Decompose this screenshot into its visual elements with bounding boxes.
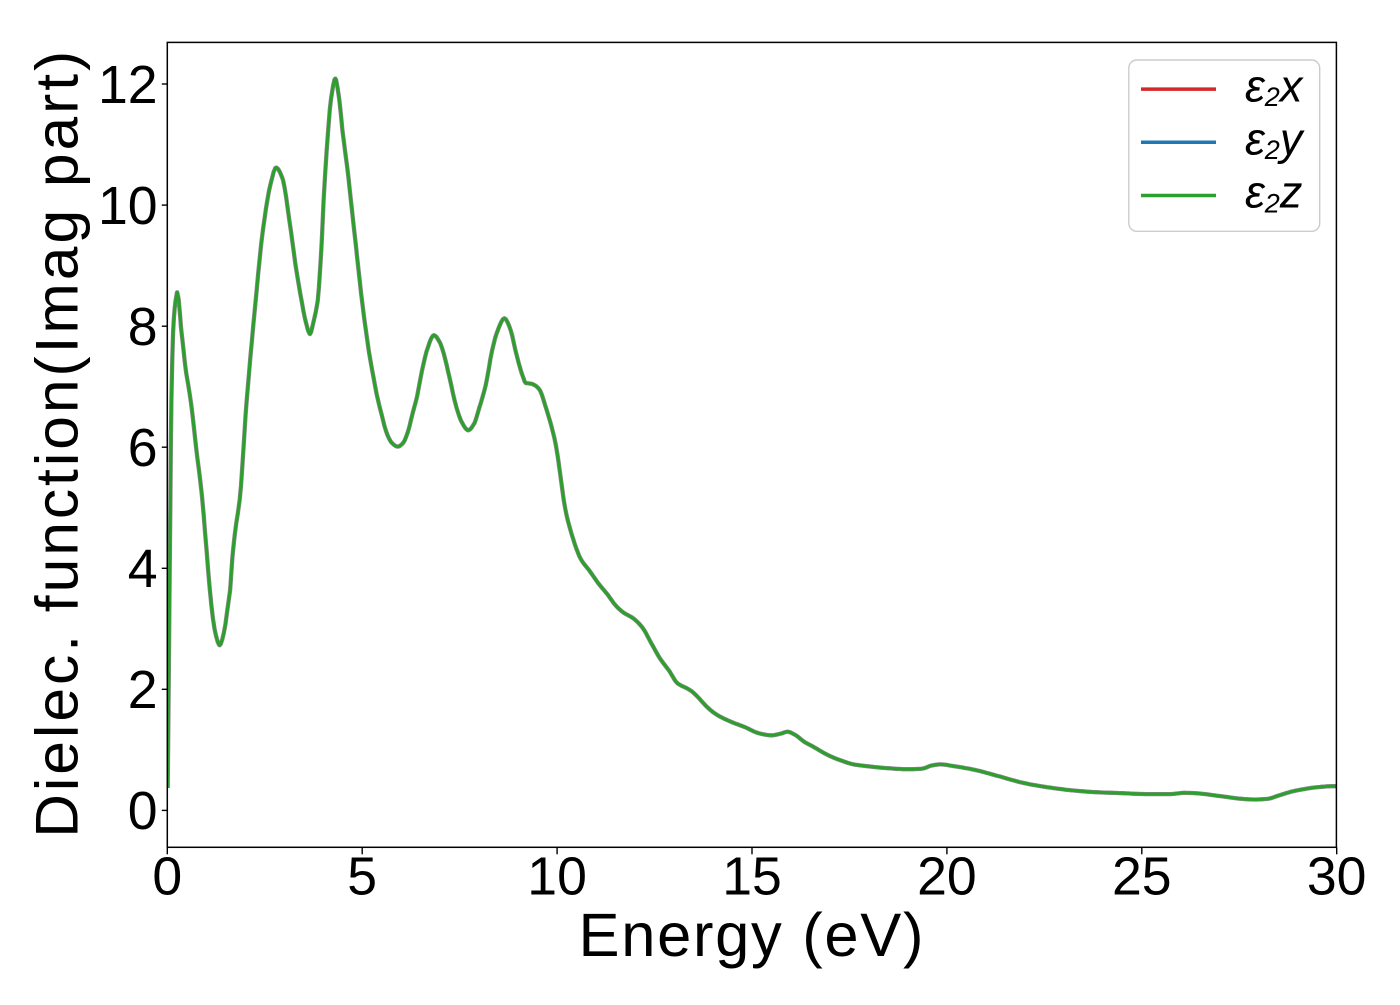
svg-text:25: 25 [1112,847,1172,907]
svg-text:10: 10 [98,176,158,236]
svg-text:10: 10 [527,847,587,907]
svg-text:15: 15 [722,847,782,907]
svg-text:Energy (eV): Energy (eV) [579,901,924,970]
svg-text:0: 0 [152,847,182,907]
svg-text:Dielec. function(Imag part): Dielec. function(Imag part) [23,51,91,838]
svg-text:12: 12 [98,55,158,115]
svg-text:5: 5 [347,847,377,907]
svg-text:6: 6 [128,418,158,478]
svg-text:4: 4 [128,539,158,599]
svg-text:2: 2 [128,660,158,720]
svg-text:8: 8 [128,297,158,357]
svg-text:30: 30 [1307,847,1367,907]
svg-text:ε2x: ε2x [1245,60,1304,112]
svg-text:0: 0 [128,781,158,841]
svg-text:20: 20 [917,847,977,907]
